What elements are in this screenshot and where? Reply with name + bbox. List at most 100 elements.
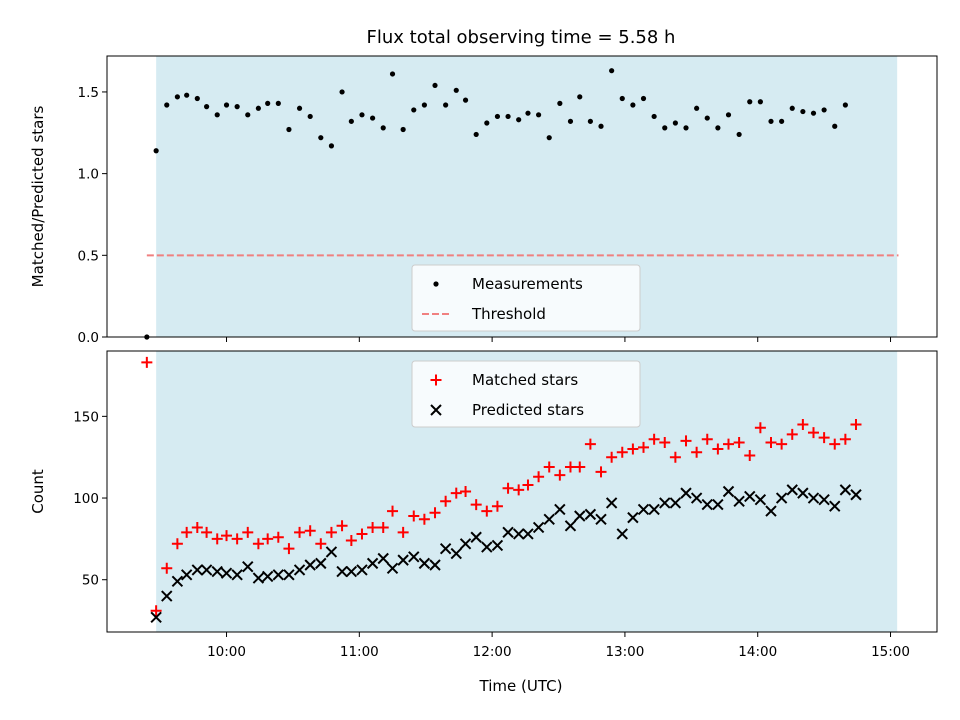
data-point <box>377 521 389 533</box>
data-point <box>712 498 724 511</box>
data-point <box>525 110 531 116</box>
data-point <box>293 564 306 576</box>
data-point <box>345 535 357 547</box>
legend-label: Predicted stars <box>472 401 584 419</box>
data-point <box>450 547 462 560</box>
data-point <box>440 495 452 507</box>
data-point <box>584 508 597 521</box>
data-point <box>605 497 618 509</box>
data-point <box>453 87 459 93</box>
data-point <box>616 446 628 458</box>
data-point <box>797 419 809 431</box>
data-point <box>502 482 514 494</box>
data-point <box>491 500 503 512</box>
data-point <box>502 526 514 539</box>
data-point <box>722 485 735 498</box>
data-point <box>574 461 586 473</box>
series-predicted-stars <box>150 484 862 624</box>
x-tick-label: 13:00 <box>605 644 644 660</box>
data-point <box>546 135 552 141</box>
x-tick-label: 15:00 <box>871 644 910 660</box>
data-point <box>408 510 420 522</box>
data-point <box>587 118 593 124</box>
data-point <box>252 572 265 584</box>
data-point <box>637 503 650 516</box>
data-point <box>234 104 240 110</box>
data-point <box>252 538 264 550</box>
data-point <box>221 530 233 542</box>
data-point <box>211 533 223 545</box>
data-point <box>181 526 193 538</box>
data-point <box>161 562 173 574</box>
data-point <box>786 484 798 496</box>
data-point <box>315 538 327 550</box>
data-point <box>765 436 777 448</box>
data-point <box>786 428 798 440</box>
legend-label: Matched stars <box>472 371 578 389</box>
data-point <box>141 356 153 368</box>
legend-label: Measurements <box>472 275 583 293</box>
data-point <box>491 539 504 552</box>
data-point <box>768 118 774 124</box>
data-point <box>494 113 501 120</box>
data-point <box>377 552 389 565</box>
data-point <box>242 526 254 538</box>
data-point <box>543 513 555 525</box>
data-point <box>367 521 379 533</box>
data-point <box>262 533 274 545</box>
data-point <box>180 569 193 581</box>
data-point <box>744 450 756 462</box>
legend-box <box>411 360 641 428</box>
data-point <box>397 526 409 538</box>
data-point <box>522 528 534 540</box>
y-axis-label: Matched/Predicted stars <box>29 106 47 288</box>
data-point <box>397 554 409 566</box>
data-point <box>567 118 574 124</box>
data-point <box>522 479 534 491</box>
data-point <box>304 525 316 537</box>
data-point <box>662 125 668 131</box>
data-point <box>505 113 511 120</box>
data-point <box>513 484 525 496</box>
data-point <box>701 433 713 445</box>
data-point <box>577 94 583 100</box>
x-tick-label: 11:00 <box>340 644 379 660</box>
data-point <box>516 117 522 123</box>
data-point <box>648 503 660 516</box>
data-point <box>669 451 681 463</box>
data-point <box>370 115 376 121</box>
data-point <box>850 489 862 501</box>
legend-entry: Matched stars <box>430 371 578 389</box>
data-point <box>619 95 625 102</box>
data-point <box>307 113 313 120</box>
data-point <box>194 95 200 102</box>
y-tick-label: 1.0 <box>78 167 99 183</box>
data-point <box>627 511 639 524</box>
data-point <box>325 546 338 558</box>
data-point <box>648 433 660 445</box>
data-point <box>564 461 576 473</box>
data-point <box>807 427 819 439</box>
data-point <box>690 492 703 504</box>
data-point <box>418 557 431 570</box>
data-point <box>348 118 354 124</box>
data-point <box>744 490 756 503</box>
data-point <box>779 118 785 124</box>
data-point <box>680 487 692 499</box>
data-point <box>387 505 399 517</box>
data-point <box>345 565 358 578</box>
data-point <box>606 451 618 463</box>
data-point <box>223 102 230 108</box>
legend-box <box>411 264 641 332</box>
data-point <box>775 492 788 504</box>
data-point <box>704 115 710 121</box>
data-point <box>245 112 251 118</box>
data-point <box>651 113 657 120</box>
series-matched-stars <box>141 356 862 617</box>
data-point <box>200 564 213 576</box>
data-point <box>598 123 604 129</box>
data-point <box>821 107 827 113</box>
data-point <box>386 562 399 574</box>
data-point <box>328 143 335 149</box>
data-point <box>754 422 766 434</box>
